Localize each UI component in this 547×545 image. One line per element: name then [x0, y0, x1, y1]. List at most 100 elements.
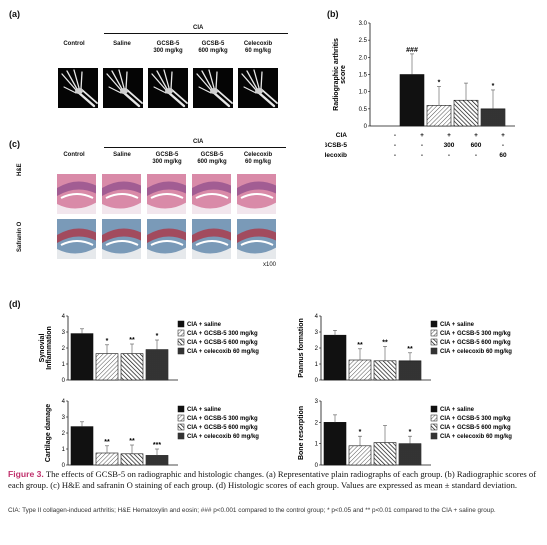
y-tick-label: 0 [62, 463, 66, 469]
significance-label: * [492, 83, 495, 90]
significance-label: ** [129, 337, 135, 344]
radiograph-image-1 [103, 68, 143, 108]
legend-swatch [177, 423, 185, 431]
panel-a-header-name: GCSB-5 [156, 41, 180, 47]
y-axis-label: Cartilage damage [45, 404, 52, 462]
panel-a-header-name: Saline [113, 41, 131, 47]
y-tick-label: 2.5 [359, 38, 368, 44]
panel-c-header-dose: 300 mg/kg [152, 159, 182, 165]
legend-label: CIA + GCSB-5 600 mg/kg [187, 340, 258, 346]
panel-a-header-0: Control [51, 41, 97, 48]
table-cell: + [501, 132, 505, 139]
tissue-section-icon [102, 228, 141, 259]
panel-b-label: (b) [327, 9, 339, 19]
legend-swatch [430, 423, 438, 431]
paw-radiograph-icon [241, 69, 278, 108]
bar-1 [95, 452, 119, 466]
bar-2 [426, 105, 452, 127]
y-axis-label: score [340, 65, 347, 84]
row-label-safranin: Safranin O [17, 221, 23, 252]
bar-0 [323, 334, 347, 381]
safranin-stain-image-3 [191, 218, 232, 260]
y-axis-label: Synovial [39, 334, 46, 363]
y-tick-label: 0.5 [359, 107, 368, 113]
panel-c-header-3: GCSB-5 600 mg/kg [189, 152, 235, 166]
panel-c-label: (c) [9, 139, 20, 149]
y-tick-label: 0 [364, 124, 368, 130]
radiograph-image-3 [193, 68, 233, 108]
safranin-stain-image-1 [101, 218, 142, 260]
significance-label: * [438, 80, 441, 87]
legend-swatch [177, 347, 185, 355]
panel-c-header-name: Saline [113, 152, 131, 158]
y-tick-label: 2 [315, 420, 319, 426]
y-tick-label: 3.0 [359, 21, 368, 27]
y-tick-label: 3 [62, 415, 66, 421]
legend-label: CIA + saline [440, 322, 475, 328]
bar-2 [373, 360, 397, 381]
y-tick-label: 0 [315, 378, 319, 384]
panel-a-header-dose: 300 mg/kg [153, 48, 183, 54]
radiograph-image-2 [148, 68, 188, 108]
table-cell: - [421, 142, 423, 149]
y-tick-label: 1.0 [359, 90, 368, 96]
tissue-section-icon [57, 228, 96, 259]
legend-swatch [430, 432, 438, 440]
figure-caption: Figure 3. The effects of GCSB-5 on radio… [8, 469, 542, 490]
legend-swatch [177, 414, 185, 422]
y-tick-label: 1 [315, 442, 319, 448]
y-axis-label: Radiographic arthritis [333, 38, 340, 111]
paw-radiograph-icon [106, 69, 143, 108]
panel-a-label: (a) [9, 9, 20, 19]
tissue-section-icon [237, 181, 276, 214]
panel-a-header-1: Saline [99, 41, 145, 48]
panel-c-header-4: Celecoxib 60 mg/kg [235, 152, 281, 166]
panel-d-label: (d) [9, 299, 21, 309]
table-row-label: CIA [336, 132, 348, 139]
tissue-section-icon [147, 181, 186, 214]
y-tick-label: 3 [315, 330, 319, 336]
panel-a-header-name: GCSB-5 [201, 41, 225, 47]
bone-resorption-chart: 0 1 2 3 Bone resorption * * CIA + saline CIA + G… [298, 399, 512, 469]
bar-0 [323, 422, 347, 466]
tissue-section-icon [192, 181, 231, 214]
y-tick-label: 4 [62, 399, 66, 405]
safranin-stain-image-0 [56, 218, 97, 260]
legend-swatch [177, 320, 185, 328]
legend-label: CIA + saline [187, 407, 222, 413]
tissue-section-icon [57, 181, 96, 214]
table-cell: - [448, 152, 450, 159]
caption-text: The effects of GCSB-5 on radiographic an… [8, 469, 537, 490]
panel-a-header-4: Celecoxib 60 mg/kg [235, 41, 281, 55]
radiograph-image-4 [238, 68, 278, 108]
significance-label: * [359, 429, 362, 436]
panel-a-header-3: GCSB-5 600 mg/kg [190, 41, 236, 55]
significance-label: ### [406, 47, 418, 54]
table-cell: - [394, 142, 396, 149]
legend-swatch [430, 405, 438, 413]
tissue-section-icon [192, 228, 231, 259]
legend-label: CIA + saline [440, 407, 475, 413]
y-tick-label: 1.5 [359, 73, 368, 79]
table-row-label: Celecoxib [325, 152, 347, 159]
paw-radiograph-icon [61, 69, 98, 108]
legend-swatch [430, 320, 438, 328]
significance-label: * [156, 333, 159, 340]
pannus-formation-chart: 0 1 2 3 4 Pannus formation ** ** ** CIA + saline C… [298, 314, 512, 384]
y-tick-label: 1 [62, 362, 66, 368]
bar-2 [120, 453, 144, 466]
legend-label: CIA + GCSB-5 300 mg/kg [187, 416, 258, 422]
y-tick-label: 4 [62, 314, 66, 320]
y-tick-label: 0 [62, 378, 66, 384]
tissue-section-icon [237, 228, 276, 259]
y-tick-label: 2 [315, 346, 319, 352]
significance-label: ** [357, 342, 363, 349]
y-tick-label: 1 [62, 447, 66, 453]
panel-c-header-dose: 600 mg/kg [197, 159, 227, 165]
bar-1 [399, 74, 425, 127]
he-stain-image-4 [236, 173, 277, 215]
panel-c-header-name: Control [63, 152, 85, 158]
table-cell: - [421, 152, 423, 159]
table-cell: + [474, 132, 478, 139]
